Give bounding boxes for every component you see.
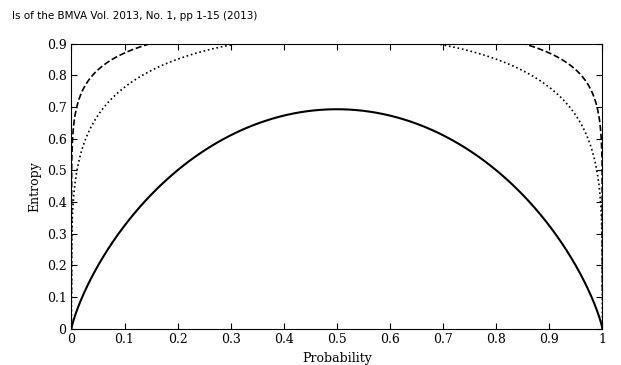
Y-axis label: Entropy: Entropy — [28, 161, 41, 212]
Text: ls of the BMVA Vol. 2013, No. 1, pp 1-15 (2013): ls of the BMVA Vol. 2013, No. 1, pp 1-15… — [12, 11, 258, 21]
X-axis label: Probability: Probability — [302, 352, 372, 365]
